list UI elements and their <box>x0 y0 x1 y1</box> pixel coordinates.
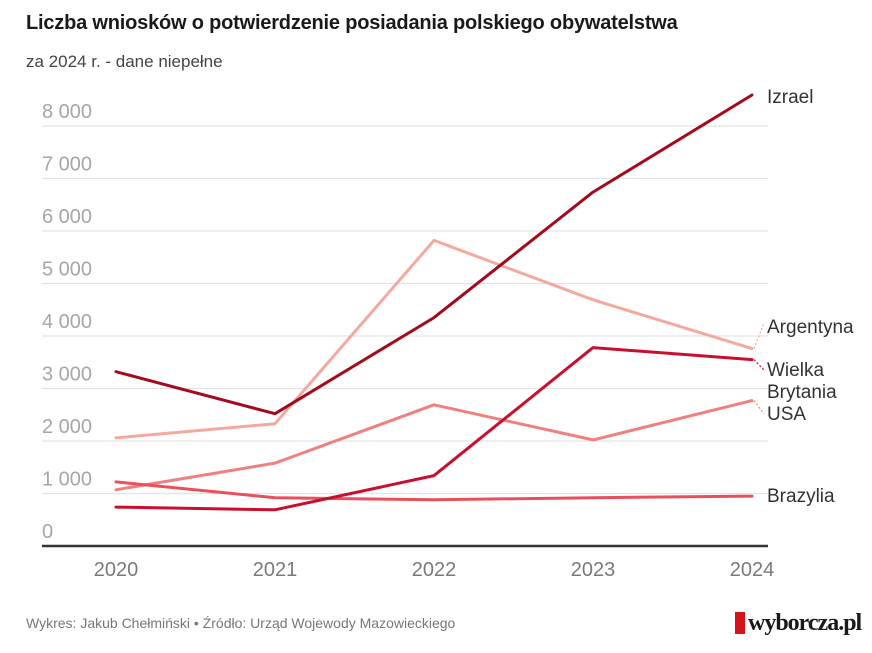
wyborcza-logo[interactable]: wyborcza.pl <box>735 609 862 636</box>
chart-title: Liczba wniosków o potwierdzenie posiadan… <box>26 12 678 34</box>
series-label-line: Brazylia <box>767 486 835 507</box>
x-tick-label: 2021 <box>253 559 298 581</box>
series-label-line: Izrael <box>767 87 813 108</box>
series-label: Wielka Brytania <box>767 360 837 403</box>
label-leaders <box>753 322 765 415</box>
y-tick-label: 1 000 <box>42 469 92 491</box>
series-lines <box>114 93 754 512</box>
series-label: Brazylia <box>767 486 835 507</box>
label-leader-line <box>753 322 765 349</box>
series-label-line: Wielka <box>767 360 824 381</box>
series-label: USA <box>767 404 806 425</box>
chart-subtitle: za 2024 r. - dane niepełne <box>26 52 223 71</box>
y-tick-label: 0 <box>42 521 53 543</box>
series-line-usa <box>114 399 754 492</box>
y-tick-label: 5 000 <box>42 259 92 281</box>
y-tick-label: 7 000 <box>42 154 92 176</box>
series-label: Argentyna <box>767 317 854 338</box>
y-tick-label: 4 000 <box>42 311 92 333</box>
series-label-line: Brytania <box>767 382 837 403</box>
x-axis-ticks: 2020 2021 2022 2023 2024 <box>94 559 775 581</box>
series-label: Izrael <box>767 87 813 108</box>
label-leader-line <box>753 359 765 371</box>
source-credit: Wykres: Jakub Chełmiński • Źródło: Urząd… <box>26 615 456 631</box>
y-tick-label: 2 000 <box>42 416 92 438</box>
label-leader-line <box>753 400 765 415</box>
series-line-wielka-brytania <box>114 346 754 512</box>
series-label-line: Argentyna <box>767 317 854 338</box>
series-line-brazylia <box>114 480 754 502</box>
x-tick-label: 2023 <box>571 559 616 581</box>
series-line-izrael <box>114 93 754 416</box>
series-label-line: USA <box>767 404 806 425</box>
logo-red-bar <box>735 612 745 634</box>
series-line-argentyna <box>114 238 754 440</box>
series-labels: Argentyna USA Brazylia Wielka Brytania Izrael <box>767 87 854 507</box>
x-tick-label: 2024 <box>730 559 775 581</box>
y-axis-ticks: 0 1 000 2 000 3 000 4 000 5 000 6 000 7 000 8 00… <box>42 101 92 543</box>
line-chart: 0 1 000 2 000 3 000 4 000 5 000 6 000 7 000 8 00… <box>42 87 854 581</box>
y-tick-label: 3 000 <box>42 364 92 386</box>
y-tick-label: 6 000 <box>42 206 92 228</box>
y-tick-label: 8 000 <box>42 101 92 123</box>
gridlines <box>42 125 768 495</box>
x-tick-label: 2020 <box>94 559 139 581</box>
x-tick-label: 2022 <box>412 559 457 581</box>
logo-text: wyborcza.pl <box>748 609 862 636</box>
